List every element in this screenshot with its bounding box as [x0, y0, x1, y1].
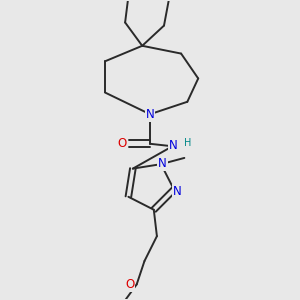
Text: O: O — [125, 278, 134, 291]
Text: N: N — [158, 157, 167, 170]
Text: O: O — [117, 137, 127, 150]
Text: H: H — [184, 137, 191, 148]
Text: N: N — [169, 140, 178, 152]
Text: N: N — [146, 108, 154, 121]
Text: N: N — [173, 184, 182, 198]
